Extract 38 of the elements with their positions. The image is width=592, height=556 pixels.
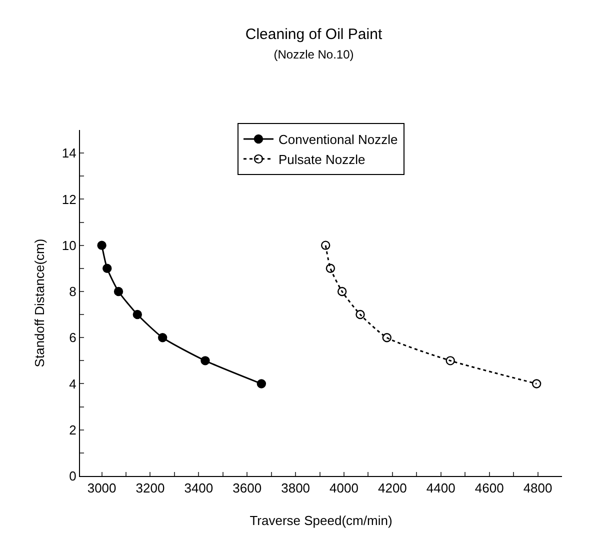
point <box>326 264 336 273</box>
point <box>532 379 542 388</box>
point <box>158 333 168 342</box>
y-tick-label: 4 <box>69 376 76 392</box>
x-axis-title: Traverse Speed(cm/min) <box>250 513 392 528</box>
x-tick-label: 4800 <box>523 480 552 496</box>
y-tick-label: 10 <box>62 238 76 253</box>
legend-label: Pulsate Nozzle <box>278 152 366 167</box>
y-tick-label: 6 <box>69 330 76 346</box>
chart-subtitle: (Nozzle No.10) <box>274 47 354 62</box>
point <box>321 240 330 250</box>
y-tick-label: 2 <box>69 422 76 438</box>
legend-label: Conventional Nozzle <box>278 132 398 148</box>
x-tick-label: 3000 <box>87 480 116 496</box>
y-tick-label: 0 <box>69 468 76 484</box>
point <box>337 286 347 296</box>
y-tick-label: 12 <box>62 192 76 207</box>
point <box>382 333 392 342</box>
x-tick-label: 3800 <box>281 480 310 496</box>
y-axis-title: Standoff Distance(cm) <box>32 238 47 368</box>
x-tick-label: 4200 <box>378 480 407 496</box>
y-tick-label: 8 <box>69 284 76 300</box>
x-tick-label: 3400 <box>184 480 214 496</box>
x-tick-label: 3600 <box>232 480 262 496</box>
point <box>446 356 455 366</box>
y-tick-label: 14 <box>62 146 76 161</box>
point <box>200 356 210 366</box>
point <box>114 286 124 296</box>
x-tick-label: 4400 <box>426 480 456 496</box>
x-tick-label: 4600 <box>474 480 504 496</box>
point <box>102 264 112 273</box>
point <box>356 310 365 320</box>
chart-title: Cleaning of Oil Paint <box>245 26 383 43</box>
x-tick-label: 4000 <box>330 480 358 496</box>
point <box>256 379 266 388</box>
x-tick-label: 3200 <box>136 480 165 496</box>
point <box>132 310 142 320</box>
point <box>97 240 106 250</box>
